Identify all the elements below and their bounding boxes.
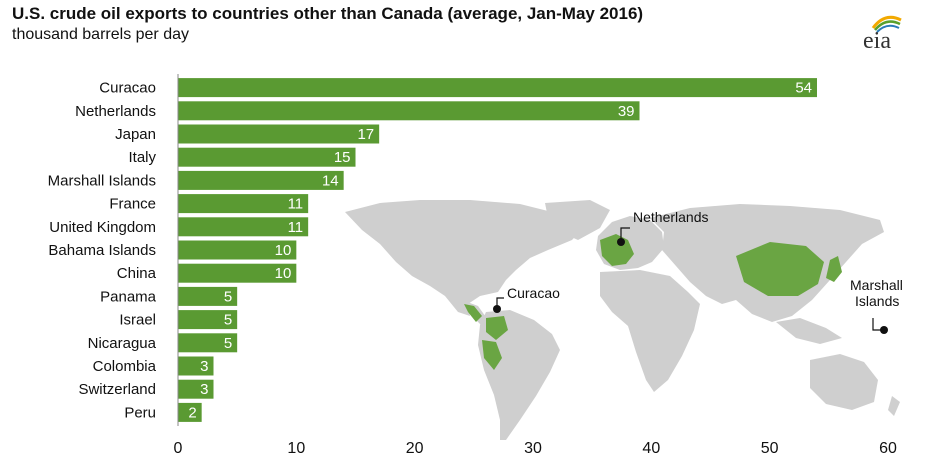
data-label: 54 [795, 80, 812, 97]
x-tick-label: 20 [406, 440, 424, 457]
map-label-curacao: Curacao [507, 285, 560, 301]
x-tick-label: 50 [761, 440, 779, 457]
bar [178, 356, 214, 376]
data-label: 5 [224, 288, 232, 305]
data-label: 15 [334, 149, 351, 166]
bar [178, 124, 380, 144]
data-label: 3 [200, 381, 208, 398]
map-highlight-peru [482, 340, 502, 370]
eia-logo: eia [863, 15, 902, 54]
bar [178, 78, 817, 98]
category-label: France [109, 196, 156, 213]
map-highlight-japan [826, 256, 842, 282]
bar [178, 263, 297, 283]
map-highlight-china [736, 242, 824, 296]
bar [178, 194, 309, 214]
data-label: 17 [357, 126, 374, 143]
category-label: China [117, 265, 157, 282]
eia-sun-arc-icon [871, 15, 902, 33]
map-north-america [345, 200, 585, 316]
category-label: Colombia [93, 358, 157, 375]
x-tick-label: 40 [642, 440, 660, 457]
data-label: 2 [188, 404, 196, 421]
map-africa [600, 270, 700, 392]
map-callout-curacao: Curacao [493, 285, 560, 313]
bar [178, 217, 309, 237]
data-label: 5 [224, 312, 232, 329]
map-se-asia [776, 318, 842, 344]
map-highlights [464, 234, 842, 370]
category-label: Israel [119, 312, 156, 329]
data-label: 14 [322, 172, 339, 189]
map-greenland [545, 200, 610, 240]
category-label: Italy [128, 149, 156, 166]
bar [178, 310, 238, 330]
eia-logo-text: eia [863, 28, 891, 54]
bar [178, 286, 238, 306]
x-tick-label: 0 [174, 440, 183, 457]
map-highlight-colombia [486, 316, 508, 340]
category-label: Netherlands [75, 103, 156, 120]
map-australia [810, 354, 878, 410]
bars-layer: Curacao 54 Netherlands 39 Japan 17 Italy 15 Mars… [48, 78, 817, 422]
category-label: Curacao [99, 80, 156, 97]
x-tick-label: 30 [524, 440, 542, 457]
map-highlight-western-europe [600, 234, 634, 266]
category-label: Marshall Islands [48, 172, 156, 189]
map-label-marshall-line1: Marshall [850, 277, 903, 293]
map-south-america [478, 310, 560, 440]
bar [178, 147, 356, 167]
chart-title: U.S. crude oil exports to countries othe… [12, 4, 644, 23]
data-label: 10 [275, 265, 292, 282]
x-tick-label: 60 [879, 440, 897, 457]
bar [178, 170, 344, 190]
data-label: 11 [288, 196, 304, 213]
category-label: Japan [115, 126, 156, 143]
map-label-marshall-line2: Islands [855, 293, 899, 309]
map-highlight-central-america [464, 304, 482, 322]
map-new-zealand [888, 396, 900, 416]
map-callout-netherlands: Netherlands [617, 209, 709, 246]
data-label: 39 [618, 103, 635, 120]
category-label: Switzerland [78, 381, 156, 398]
category-label: Peru [124, 404, 156, 421]
bar [178, 402, 202, 422]
category-label: Nicaragua [88, 335, 157, 352]
data-label: 5 [224, 335, 232, 352]
bar [178, 379, 214, 399]
chart-subtitle: thousand barrels per day [12, 26, 189, 43]
bar [178, 240, 297, 260]
x-axis: 0 10 20 30 40 50 60 [174, 74, 897, 457]
category-label: Bahama Islands [48, 242, 156, 259]
world-map [345, 200, 900, 440]
map-label-netherlands: Netherlands [633, 209, 709, 225]
data-label: 3 [200, 358, 208, 375]
data-label: 11 [288, 219, 304, 236]
bar [178, 333, 238, 353]
category-label: United Kingdom [49, 219, 156, 236]
x-tick-label: 10 [287, 440, 305, 457]
data-label: 10 [275, 242, 292, 259]
map-callout-marshall-islands: Marshall Islands [850, 277, 903, 334]
category-label: Panama [100, 288, 157, 305]
bar [178, 101, 640, 121]
